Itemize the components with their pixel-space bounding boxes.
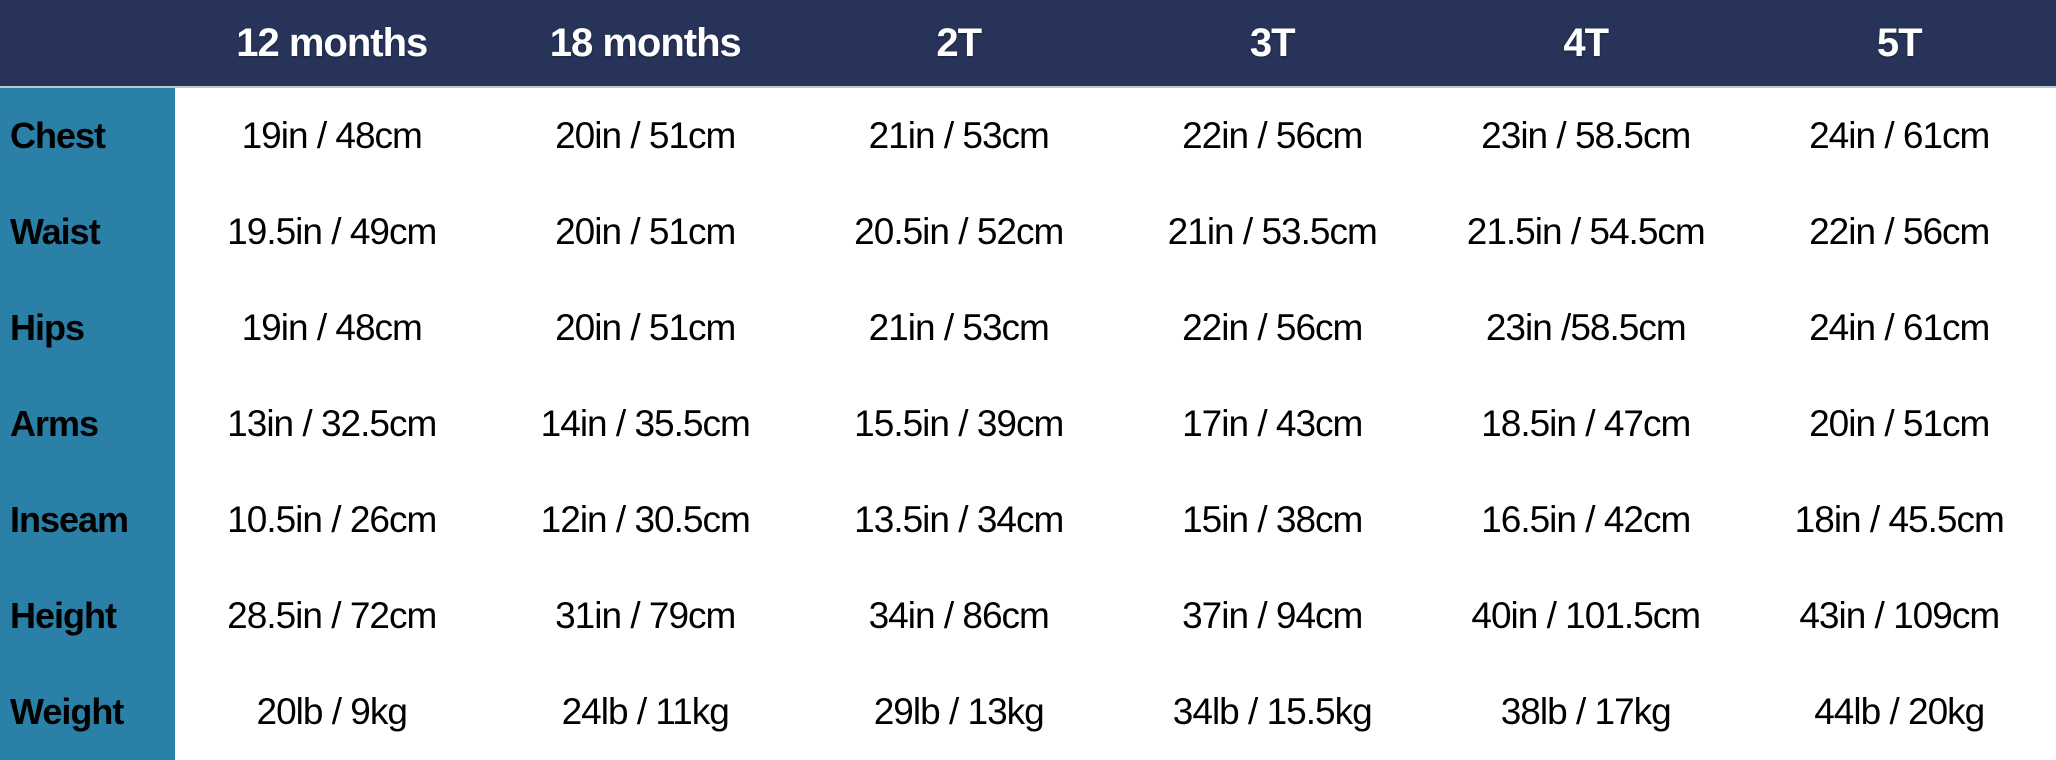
table-cell: 20lb / 9kg [256, 691, 408, 732]
table-cell: 21in / 53.5cm [1167, 211, 1378, 252]
table-cell: 20in / 51cm [555, 307, 736, 348]
column-header: 18 months [488, 0, 802, 88]
table-cell: 22in / 56cm [1182, 115, 1363, 156]
table-cell: 20in / 51cm [1809, 403, 1990, 444]
column-header: 5T [1742, 0, 2056, 88]
table-cell: 20.5in / 52cm [854, 211, 1064, 252]
row-label: Waist [0, 184, 175, 280]
table-cell: 37in / 94cm [1182, 595, 1363, 636]
table-cell: 16.5in / 42cm [1481, 499, 1691, 540]
table-cell: 15in / 38cm [1182, 499, 1363, 540]
table-cell: 21in / 53cm [868, 307, 1050, 348]
table-cell: 20in / 51cm [555, 211, 736, 252]
table-cell: 34lb / 15.5kg [1172, 691, 1373, 732]
column-header: 2T [802, 0, 1116, 88]
table-cell: 43in / 109cm [1799, 595, 2000, 636]
table-cell: 31in / 79cm [555, 595, 736, 636]
row-label: Arms [0, 376, 175, 472]
table-cell: 24lb / 11kg [561, 691, 730, 732]
table-cell: 28.5in / 72cm [227, 595, 437, 636]
table-cell: 22in / 56cm [1809, 211, 1990, 252]
header-corner-cell [0, 0, 175, 88]
table-cell: 19in / 48cm [241, 307, 423, 348]
table-cell: 14in / 35.5cm [540, 403, 751, 444]
table-cell: 34in / 86cm [868, 595, 1050, 636]
table-cell: 13.5in / 34cm [854, 499, 1064, 540]
table-cell: 44lb / 20kg [1814, 691, 1985, 732]
table-cell: 24in / 61cm [1809, 307, 1990, 348]
table-cell: 19in / 48cm [241, 115, 423, 156]
table-cell: 19.5in / 49cm [227, 211, 437, 252]
table-cell: 40in / 101.5cm [1471, 595, 1701, 636]
table-cell: 12in / 30.5cm [540, 499, 751, 540]
table-cell: 10.5in / 26cm [227, 499, 437, 540]
column-header: 3T [1115, 0, 1429, 88]
table-cell: 22in / 56cm [1182, 307, 1363, 348]
table-cell: 23in /58.5cm [1485, 307, 1687, 348]
column-header: 4T [1429, 0, 1743, 88]
table-cell: 23in / 58.5cm [1481, 115, 1691, 156]
row-label: Chest [0, 88, 175, 184]
table-cell: 38lb / 17kg [1500, 691, 1672, 732]
table-cell: 24in / 61cm [1809, 115, 1990, 156]
table-cell: 15.5in / 39cm [854, 403, 1064, 444]
row-label: Height [0, 568, 175, 664]
table-cell: 21.5in / 54.5cm [1466, 211, 1706, 252]
table-cell: 18in / 45.5cm [1794, 499, 2005, 540]
table-cell: 20in / 51cm [555, 115, 736, 156]
column-header: 12 months [175, 0, 489, 88]
table-cell: 21in / 53cm [868, 115, 1050, 156]
table-cell: 29lb / 13kg [873, 691, 1045, 732]
row-label: Weight [0, 664, 175, 760]
table-cell: 18.5in / 47cm [1481, 403, 1691, 444]
table-cell: 17in / 43cm [1182, 403, 1363, 444]
row-label: Inseam [0, 472, 175, 568]
table-cell: 13in / 32.5cm [227, 403, 437, 444]
row-label: Hips [0, 280, 175, 376]
